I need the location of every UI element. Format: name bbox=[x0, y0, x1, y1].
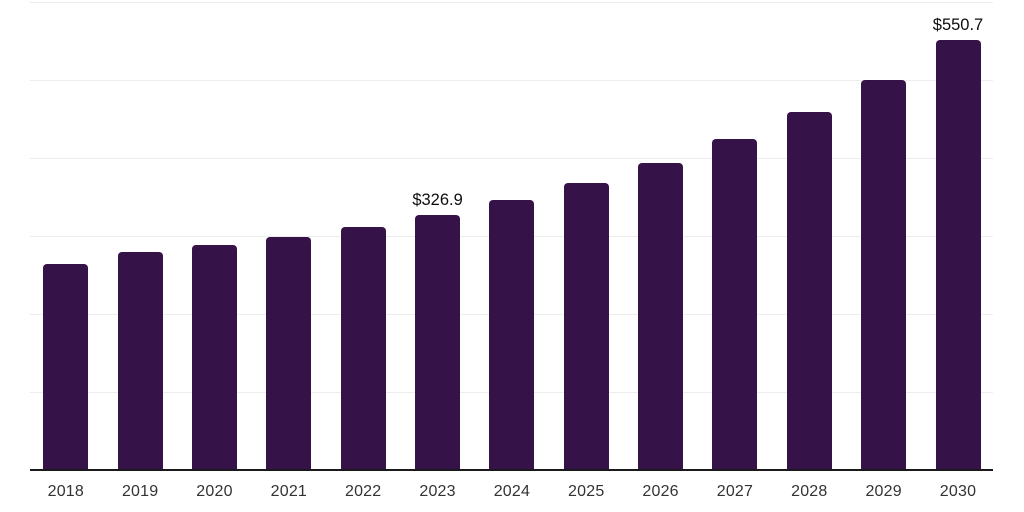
x-tick-label-2023: 2023 bbox=[419, 483, 456, 500]
x-tick-label-2029: 2029 bbox=[865, 483, 902, 500]
bar-2018 bbox=[43, 264, 89, 470]
gridline-400 bbox=[30, 158, 993, 159]
bar-2026 bbox=[638, 163, 684, 470]
x-tick-label-2022: 2022 bbox=[344, 483, 382, 500]
x-tick-label-2019: 2019 bbox=[121, 483, 159, 500]
x-tick-label-2025: 2025 bbox=[568, 483, 605, 500]
bar-2022 bbox=[340, 227, 386, 470]
bar-2030 bbox=[935, 40, 981, 470]
x-tick-label-2024: 2024 bbox=[493, 483, 531, 500]
bar-2020 bbox=[192, 245, 237, 470]
x-tick-label-2026: 2026 bbox=[642, 483, 679, 500]
x-tick-label-2018: 2018 bbox=[47, 483, 84, 500]
bar-2025 bbox=[563, 183, 609, 470]
bar-2027 bbox=[712, 139, 758, 470]
x-tick-label-2027: 2027 bbox=[716, 483, 754, 500]
gridline-500 bbox=[30, 80, 993, 81]
x-tick-label-2021: 2021 bbox=[270, 483, 308, 500]
bar-2019 bbox=[117, 252, 163, 470]
bar-2023 bbox=[415, 215, 461, 470]
x-axis-line bbox=[30, 469, 993, 471]
bar-2024 bbox=[489, 200, 535, 470]
bar-2028 bbox=[786, 111, 832, 470]
gridline-600 bbox=[30, 2, 993, 3]
x-tick-label-2020: 2020 bbox=[196, 483, 233, 500]
data-label-2023: $326.9 bbox=[412, 191, 463, 210]
bar-2029 bbox=[861, 79, 907, 470]
data-label-2030: $550.7 bbox=[932, 16, 984, 35]
bar-2021 bbox=[266, 236, 312, 470]
x-tick-label-2028: 2028 bbox=[791, 483, 828, 500]
x-tick-label-2030: 2030 bbox=[939, 483, 977, 500]
